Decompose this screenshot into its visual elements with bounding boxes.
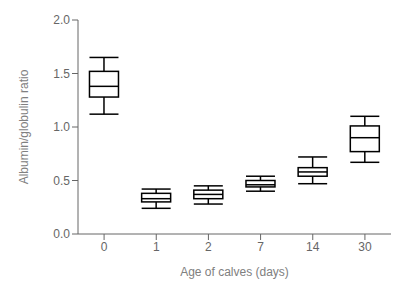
svg-text:0.0: 0.0 <box>53 227 70 241</box>
svg-text:0: 0 <box>101 240 108 254</box>
svg-text:2: 2 <box>205 240 212 254</box>
svg-text:30: 30 <box>358 240 372 254</box>
svg-text:1.5: 1.5 <box>53 67 70 81</box>
svg-text:14: 14 <box>306 240 320 254</box>
svg-text:1: 1 <box>153 240 160 254</box>
svg-text:0.5: 0.5 <box>53 174 70 188</box>
svg-text:1.0: 1.0 <box>53 120 70 134</box>
svg-text:Albumin/globulin ratio: Albumin/globulin ratio <box>17 69 31 184</box>
svg-text:7: 7 <box>257 240 264 254</box>
svg-text:2.0: 2.0 <box>53 13 70 27</box>
svg-text:Age of calves (days): Age of calves (days) <box>180 265 289 279</box>
